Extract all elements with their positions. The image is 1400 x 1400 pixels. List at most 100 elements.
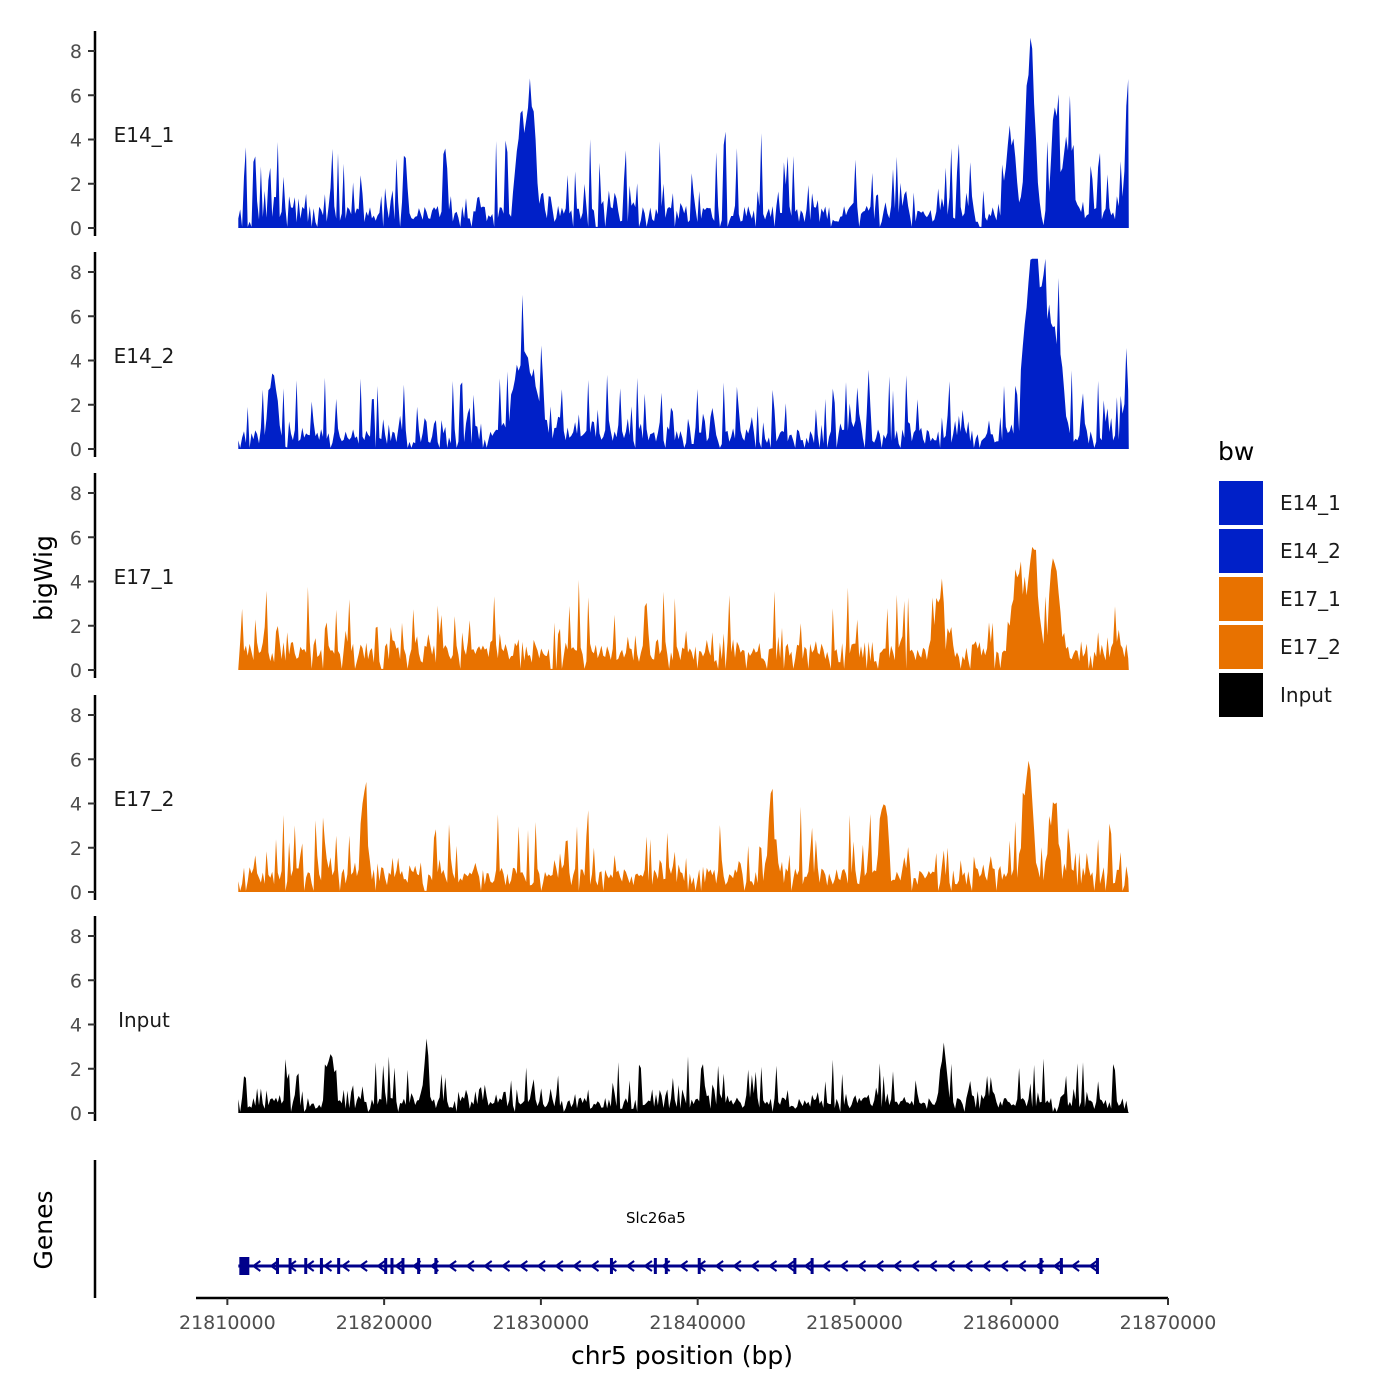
gene-exon	[239, 1257, 250, 1275]
legend-label: Input	[1280, 683, 1332, 707]
y-tick-label: 2	[70, 616, 82, 638]
x-tick-label: 21810000	[179, 1312, 276, 1334]
x-axis: 21810000 21820000 21830000 21840000 21850000…	[179, 1296, 1216, 1334]
legend-swatch-input	[1219, 673, 1263, 717]
strand-arrow	[465, 1260, 475, 1272]
y-tick-label: 4	[70, 1015, 82, 1037]
gene-exon	[810, 1258, 814, 1274]
strand-arrow	[767, 1260, 778, 1272]
gene-exon	[434, 1258, 438, 1274]
track-label: Input	[118, 1008, 170, 1032]
legend-label: E17_1	[1280, 587, 1341, 611]
gene-exon	[276, 1258, 280, 1274]
signal-area-e14-2	[238, 258, 1129, 449]
strand-arrow	[999, 1260, 1009, 1272]
track-input: 0 2 4 6 8 Input	[70, 916, 1129, 1125]
track-e14-2: 0 2 4 6 8 E14_2	[70, 252, 1129, 461]
strand-arrow	[874, 1260, 884, 1272]
strand-arrow	[572, 1260, 582, 1272]
gene-exon	[319, 1258, 323, 1274]
strand-arrow	[340, 1260, 350, 1272]
signal-area-input	[238, 1038, 1129, 1113]
gene-name-label: Slc26a5	[626, 1209, 686, 1227]
track-label: E17_2	[114, 787, 175, 811]
y-tick-label: 4	[70, 130, 82, 152]
y-tick-label: 0	[70, 218, 82, 240]
signal-area-e17-2	[238, 760, 1129, 892]
y-tick-label: 6	[70, 749, 82, 771]
y-tick-label: 4	[70, 572, 82, 594]
legend-label: E17_2	[1280, 635, 1341, 659]
strand-arrow	[607, 1260, 617, 1272]
strand-arrow	[500, 1260, 511, 1272]
gene-exon	[384, 1258, 388, 1274]
y-tick-label: 0	[70, 439, 82, 461]
y-tick-label: 0	[70, 660, 82, 682]
strand-arrow	[750, 1260, 760, 1272]
gene-exon	[1095, 1258, 1099, 1274]
track-label: E14_1	[114, 123, 175, 147]
signal-area-e17-1	[238, 546, 1129, 670]
strand-arrow	[1088, 1260, 1098, 1272]
strand-arrow	[554, 1260, 564, 1272]
legend-swatch-e14-1	[1219, 481, 1263, 525]
x-tick-label: 21840000	[649, 1312, 746, 1334]
strand-arrow	[910, 1260, 920, 1272]
y-tick-label: 0	[70, 1103, 82, 1125]
legend-title: bw	[1218, 437, 1254, 466]
y-tick-label: 2	[70, 838, 82, 860]
y-tick-label: 0	[70, 882, 82, 904]
x-tick-label: 21820000	[336, 1312, 433, 1334]
strand-arrow	[394, 1260, 404, 1272]
gene-track-title: Genes	[29, 1190, 58, 1269]
strand-arrow	[856, 1260, 867, 1272]
strand-arrow	[518, 1260, 528, 1272]
strand-arrow	[981, 1260, 991, 1272]
x-axis-title: chr5 position (bp)	[571, 1341, 793, 1370]
y-tick-label: 8	[70, 483, 82, 505]
gene-exon	[697, 1258, 701, 1274]
gene-exon	[417, 1258, 421, 1274]
gene-exon	[337, 1258, 341, 1274]
x-tick-label: 21830000	[493, 1312, 590, 1334]
y-tick-label: 6	[70, 85, 82, 107]
gene-exon	[653, 1258, 657, 1274]
legend-label: E14_2	[1280, 539, 1341, 563]
strand-arrow	[251, 1260, 261, 1272]
track-e17-1: 0 2 4 6 8 E17_1	[70, 473, 1129, 682]
y-axis-title: bigWig	[29, 535, 58, 621]
strand-arrow	[892, 1260, 902, 1272]
legend-swatch-e17-1	[1219, 577, 1263, 621]
y-tick-label: 4	[70, 794, 82, 816]
strand-arrow	[1017, 1260, 1027, 1272]
gene-exon	[793, 1258, 797, 1274]
gene-exon	[304, 1258, 308, 1274]
y-tick-label: 6	[70, 306, 82, 328]
y-tick-label: 6	[70, 527, 82, 549]
gene-exon	[1059, 1258, 1063, 1274]
y-tick-label: 8	[70, 262, 82, 284]
strand-arrow	[536, 1260, 546, 1272]
gene-exon	[664, 1258, 668, 1274]
track-e17-2: 0 2 4 6 8 E17_2	[70, 695, 1129, 904]
strand-arrow	[839, 1260, 849, 1272]
gene-exon	[1039, 1258, 1043, 1274]
strand-arrow	[269, 1260, 279, 1272]
gene-exon	[390, 1258, 394, 1274]
track-label: E17_1	[114, 565, 175, 589]
strand-arrow	[928, 1260, 938, 1272]
track-label: E14_2	[114, 344, 175, 368]
y-tick-label: 8	[70, 705, 82, 727]
strand-arrow	[376, 1260, 386, 1272]
strand-arrow	[483, 1260, 493, 1272]
gene-track: Slc26a5	[93, 1160, 1099, 1298]
strand-arrow	[821, 1260, 831, 1272]
strand-arrow	[1070, 1260, 1080, 1272]
strand-arrow	[714, 1260, 724, 1272]
gene-exon	[609, 1258, 613, 1274]
strand-arrow	[945, 1260, 956, 1272]
strand-arrow	[963, 1260, 973, 1272]
strand-arrow	[785, 1260, 795, 1272]
y-tick-label: 6	[70, 970, 82, 992]
